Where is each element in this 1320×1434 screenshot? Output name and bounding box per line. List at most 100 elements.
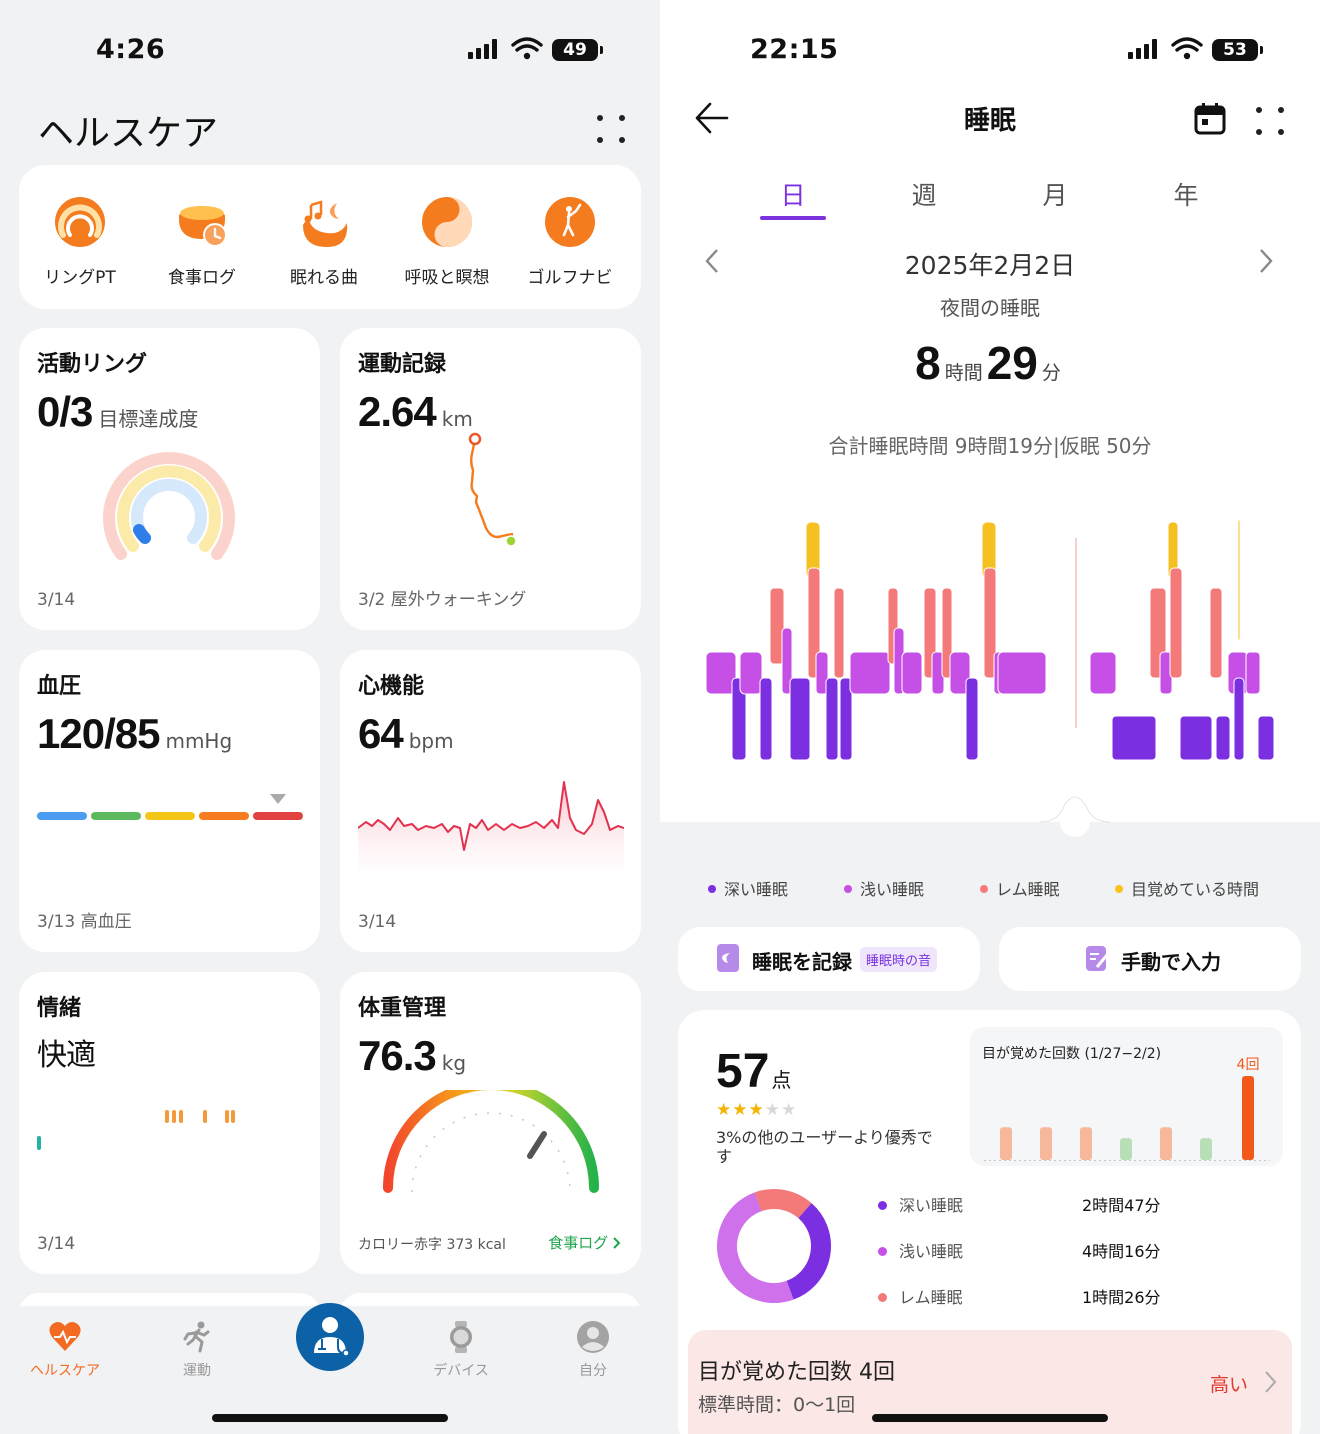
tab-day[interactable]: 日 [780, 181, 806, 210]
manual-entry-button[interactable]: 手動で入力 [999, 927, 1301, 991]
wake-bar [1160, 1127, 1172, 1160]
record-sleep-label: 睡眠を記録 [752, 950, 852, 974]
home-indicator[interactable] [212, 1414, 448, 1422]
hypno-rem [807, 567, 821, 679]
sleep-hypnogram[interactable] [704, 518, 1278, 762]
shortcut-meal-log[interactable]: 食事ログ [147, 195, 257, 288]
chevron-left-icon[interactable] [704, 248, 720, 274]
donut-slice [717, 1192, 794, 1303]
wake-bar [1040, 1127, 1052, 1160]
bp-level-scale [37, 794, 303, 820]
shortcut-ring-pt[interactable]: リングPT [25, 195, 135, 288]
stage-label: レム睡眠 [899, 1288, 963, 1307]
legend-awake: 目覚めている時間 [1115, 876, 1259, 900]
meal-log-icon [179, 206, 227, 247]
star-empty-icon: ★ [781, 1100, 798, 1120]
chart-selector-handle[interactable] [1040, 788, 1110, 838]
stage-rem: レム睡眠 [878, 1284, 963, 1308]
calendar-icon[interactable] [1194, 102, 1226, 136]
shortcut-label: ゴルフナビ [527, 268, 613, 288]
record-sleep-button[interactable]: 睡眠を記録 睡眠時の音 [678, 927, 980, 991]
wake-count-chart[interactable]: 目が覚めた回数 (1/27−2/2) 4回 [970, 1027, 1283, 1166]
breath-meditation-icon [422, 197, 472, 247]
tab-month[interactable]: 月 [1042, 181, 1068, 210]
stage-rem-value: 1時間26分 [1082, 1288, 1161, 1307]
activity-ring-card[interactable]: 活動リング 0/3 目標達成度 3/14 [19, 328, 320, 630]
hypno-deep [1179, 715, 1213, 761]
hypno-light [849, 651, 891, 695]
hypno-light [815, 651, 829, 695]
shortcut-golf-navi[interactable]: ゴルフナビ [515, 195, 625, 288]
bp-scale-segment [145, 812, 195, 820]
nav-profile[interactable]: 自分 [543, 1320, 643, 1380]
calorie-deficit: カロリー赤字 373 kcal [358, 1237, 506, 1253]
star-filled-icon: ★ [732, 1100, 749, 1120]
tab-week[interactable]: 週 [911, 181, 937, 210]
hypno-light [781, 627, 793, 695]
more-menu-button[interactable] [1253, 104, 1287, 138]
shortcut-sleep-music[interactable]: 眠れる曲 [269, 195, 379, 288]
legend-label: レム睡眠 [996, 880, 1060, 899]
hypno-deep [825, 677, 839, 761]
mood-timeline [37, 1110, 235, 1150]
heart-rate-chart [358, 781, 624, 884]
heart-value: 64 bpm [358, 710, 454, 758]
nav-device[interactable]: デバイス [411, 1320, 511, 1380]
hypno-rem [1209, 587, 1223, 679]
shortcut-breath-meditation[interactable]: 呼吸と瞑想 [392, 195, 502, 288]
weight-gauge [383, 1090, 599, 1193]
hypno-light [1089, 651, 1117, 695]
sleep-subtitle: 夜間の睡眠 [940, 296, 1040, 320]
chevron-right-icon[interactable] [1258, 248, 1274, 274]
blood-pressure-card[interactable]: 血圧 120/85 mmHg 3/13 高血圧 [19, 650, 320, 952]
more-menu-button[interactable] [594, 112, 628, 146]
legend-label: 深い睡眠 [724, 880, 789, 899]
doctor-consult-button[interactable] [296, 1303, 364, 1371]
back-arrow-icon[interactable] [694, 100, 730, 136]
legend-deep: 深い睡眠 [708, 876, 788, 900]
duration-hours-unit: 時間 [944, 362, 983, 384]
activity-value: 0/3 目標達成度 [37, 388, 198, 436]
heart-rate-number: 64 [358, 710, 404, 757]
golf-navi-icon [545, 197, 595, 247]
exercise-distance: 2.64 [358, 388, 437, 435]
shortcut-label: 呼吸と瞑想 [404, 268, 490, 288]
card-title: 情緒 [37, 996, 82, 1021]
meal-log-link[interactable]: 食事ログ [548, 1232, 621, 1253]
bp-unit: mmHg [165, 729, 233, 753]
exercise-record-card[interactable]: 運動記録 2.64 km 3/2 屋外ウォーキング [340, 328, 641, 630]
sleep-record-icon [717, 944, 739, 972]
stage-dot [878, 1247, 887, 1256]
hypno-awake [1237, 519, 1241, 641]
hypno-deep [759, 677, 773, 761]
card-date: 3/14 [358, 912, 397, 932]
doctor-icon [314, 1317, 350, 1357]
hypno-deep [1111, 715, 1157, 761]
heart-function-card[interactable]: 心機能 64 bpm 3/14 [340, 650, 641, 952]
hypno-rem [941, 587, 953, 679]
total-sleep-time: 合計睡眠時間 9時間19分|仮眠 50分 [828, 434, 1152, 458]
score-stars: ★★★★★ [716, 1100, 797, 1120]
weight-management-card[interactable]: 体重管理 76.3 kg カロリー赤字 373 kcal 食事ログ [340, 972, 641, 1274]
mood-card[interactable]: 情緒 快適 3/14 [19, 972, 320, 1274]
nav-healthcare[interactable]: ヘルスケア [15, 1320, 115, 1380]
duration-minutes: 29 [986, 337, 1038, 389]
sleep-stage-donut [717, 1189, 831, 1303]
signal-wifi-icon [1128, 37, 1203, 60]
stage-deep-value: 2時間47分 [1082, 1196, 1161, 1215]
wake-bar [1242, 1076, 1254, 1160]
hypno-light [1245, 651, 1261, 695]
home-indicator[interactable] [872, 1414, 1108, 1422]
stage-light-value: 4時間16分 [1082, 1242, 1161, 1261]
chevron-right-icon [1265, 1371, 1277, 1393]
tab-year[interactable]: 年 [1173, 181, 1199, 210]
duration-hours: 8 [915, 337, 941, 389]
stage-label: 浅い睡眠 [899, 1242, 964, 1261]
sleep-screen: 22:15 53 睡眠 日 週 月 年 2025年2月2日 夜間の睡眠 8 時間2… [660, 0, 1320, 1434]
card-title: 運動記録 [358, 352, 447, 377]
nav-exercise[interactable]: 運動 [147, 1320, 247, 1380]
nav-label: 自分 [579, 1363, 607, 1379]
battery-indicator: 49 [552, 39, 603, 61]
exercise-footer: 3/2 屋外ウォーキング [358, 590, 527, 610]
shortcuts-card: リングPT 食事ログ 眠れる曲 [19, 165, 641, 309]
